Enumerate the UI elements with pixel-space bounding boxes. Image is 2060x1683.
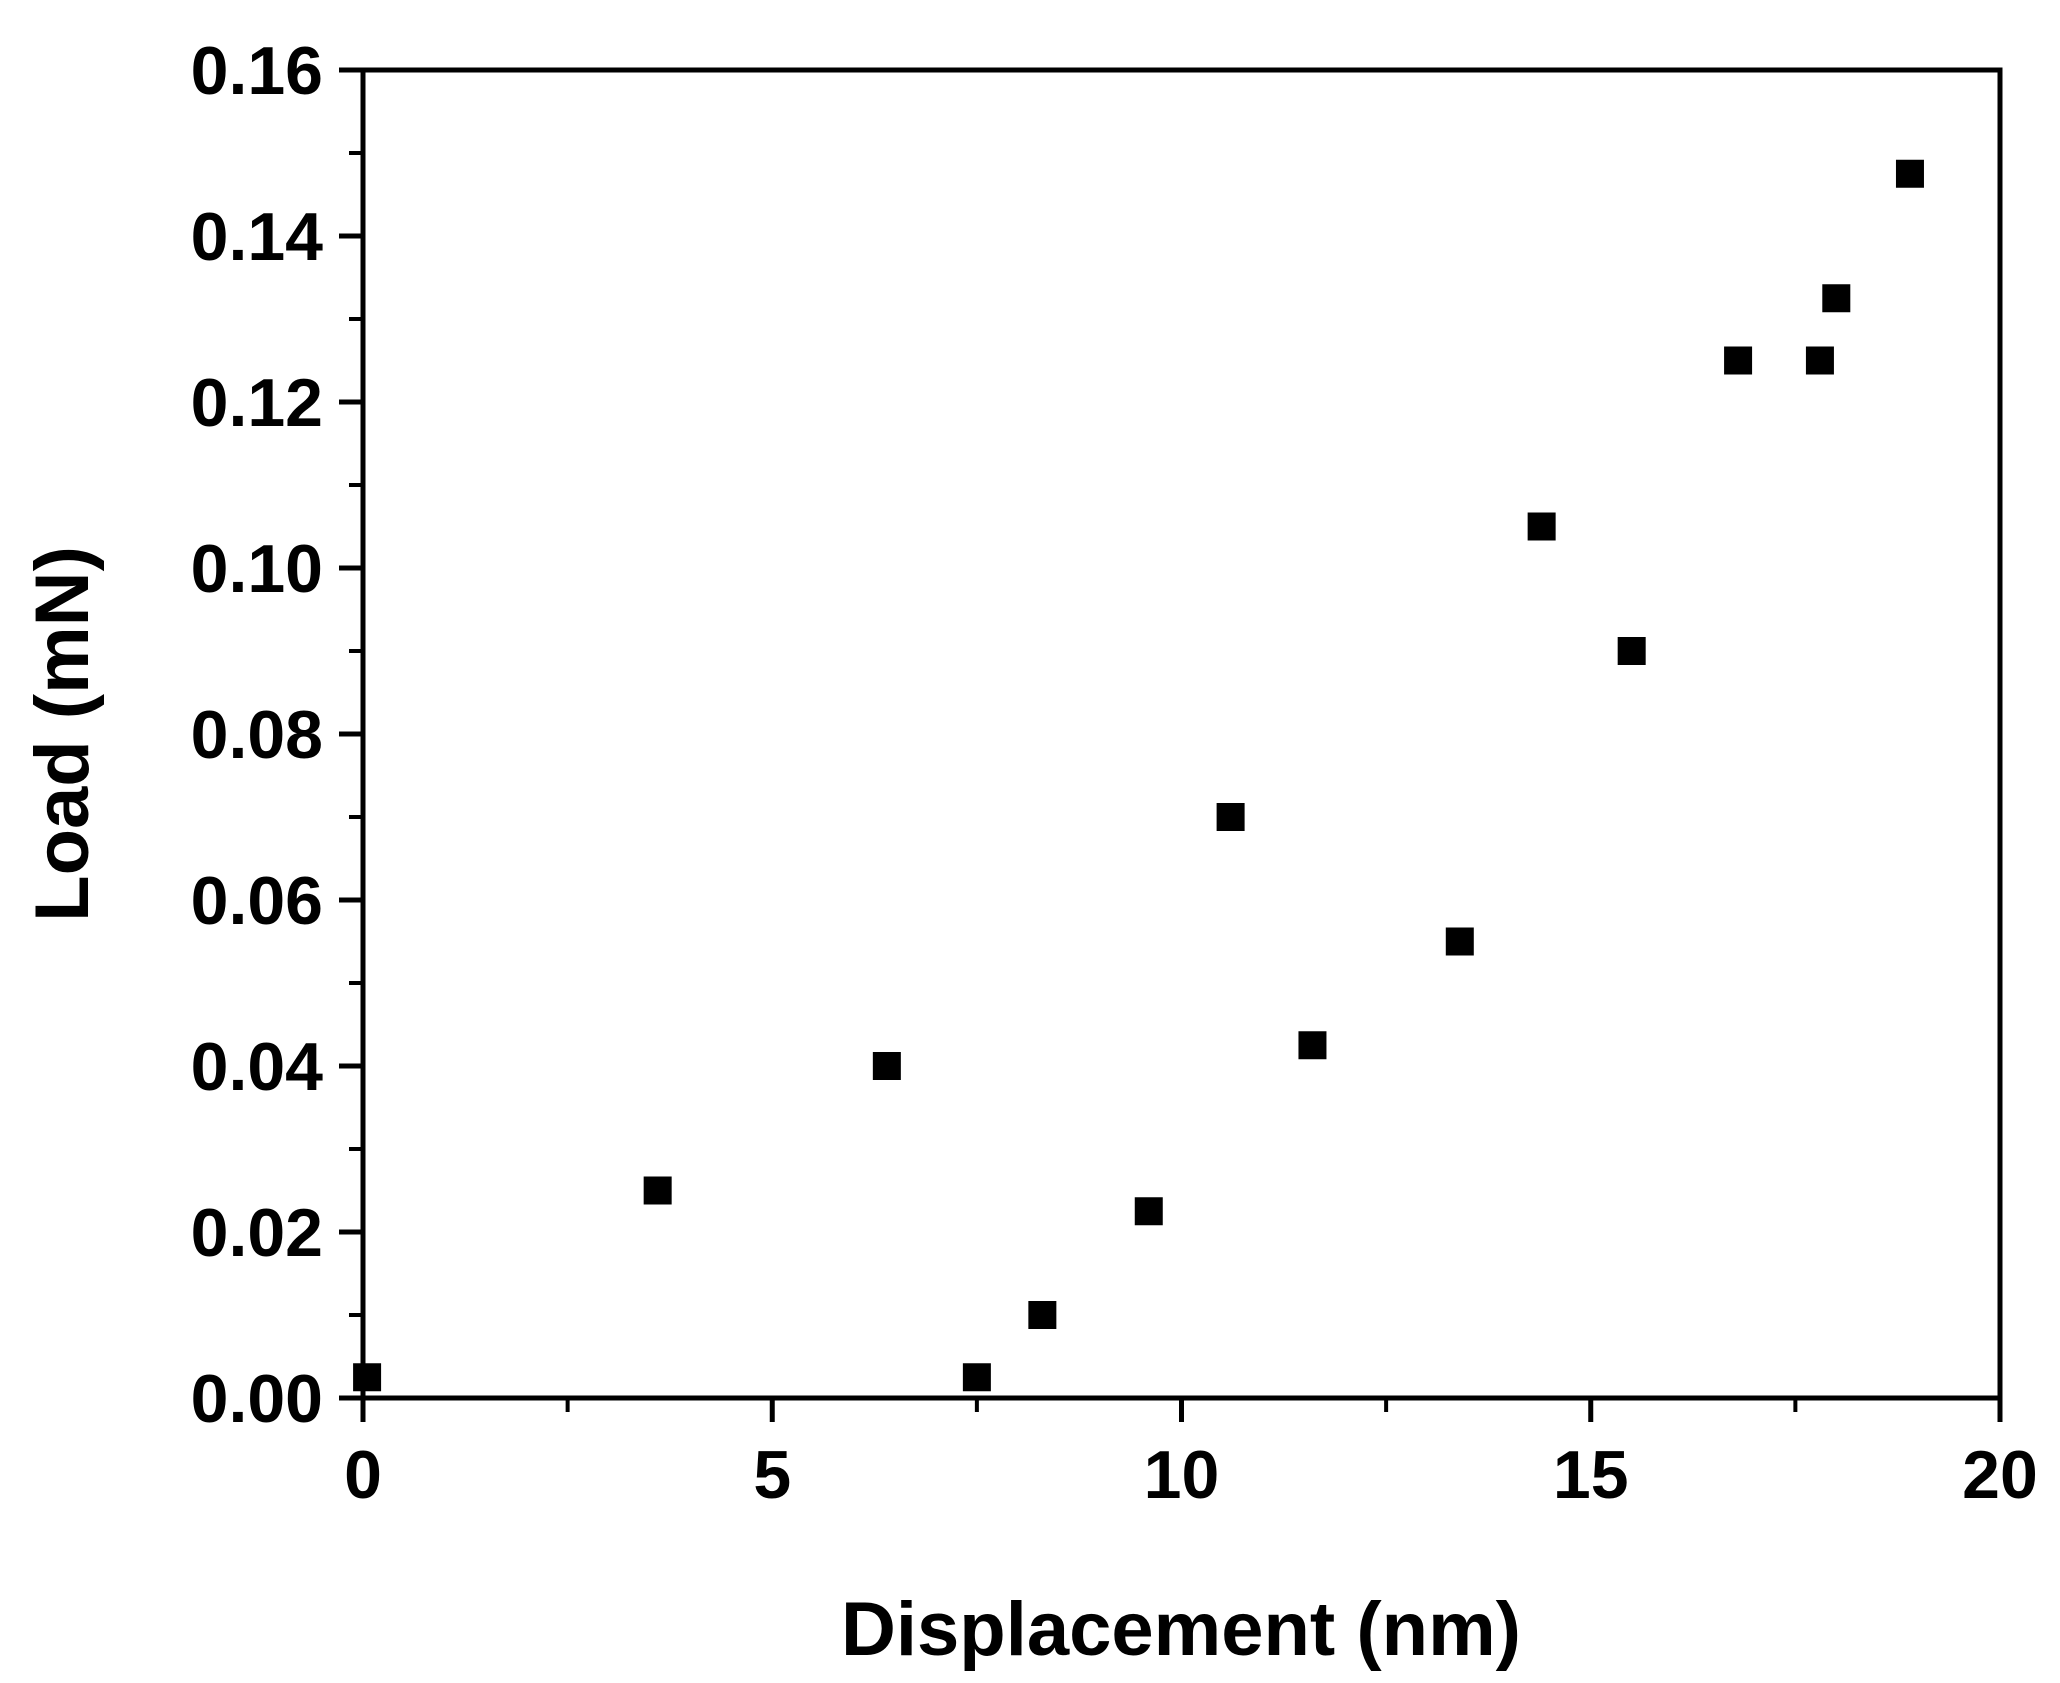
- data-point: [872, 1052, 901, 1080]
- data-point: [962, 1363, 991, 1392]
- x-axis-title: Displacement (nm): [841, 1587, 1521, 1672]
- y-axis-title: Load (mN): [20, 546, 105, 922]
- data-points: [353, 159, 1924, 1392]
- data-point: [643, 1176, 672, 1205]
- data-point: [1822, 284, 1851, 313]
- data-point: [1028, 1301, 1057, 1329]
- x-tick-label: 5: [753, 1437, 791, 1513]
- x-axis: 0 5 10 15 20: [344, 1398, 2038, 1513]
- y-tick-label: 0.10: [191, 531, 323, 607]
- y-axis: 0.00 0.02 0.04 0.06 0.08 0.10 0.12 0.14 0.16: [191, 33, 363, 1437]
- y-tick-label: 0.02: [191, 1195, 323, 1271]
- x-tick-label: 20: [1962, 1437, 2038, 1513]
- x-tick-label: 10: [1144, 1437, 1220, 1513]
- data-point: [1724, 346, 1753, 375]
- data-point: [1216, 803, 1245, 831]
- y-tick-label: 0.00: [191, 1361, 323, 1437]
- data-point: [1298, 1031, 1327, 1060]
- y-tick-label: 0.14: [191, 199, 324, 275]
- data-point: [1134, 1197, 1163, 1226]
- x-tick-label: 0: [344, 1437, 382, 1513]
- data-point: [1527, 512, 1556, 541]
- data-point: [1445, 927, 1474, 956]
- y-tick-label: 0.12: [191, 365, 323, 441]
- plot-frame: [360, 67, 2003, 1401]
- data-point: [1895, 159, 1924, 188]
- y-tick-label: 0.04: [191, 1029, 324, 1105]
- data-point: [353, 1363, 382, 1392]
- y-tick-label: 0.08: [191, 697, 323, 773]
- data-point: [1617, 637, 1646, 665]
- y-tick-label: 0.06: [191, 863, 323, 939]
- y-tick-label: 0.16: [191, 33, 323, 109]
- x-tick-label: 15: [1553, 1437, 1629, 1513]
- data-point: [1805, 346, 1834, 375]
